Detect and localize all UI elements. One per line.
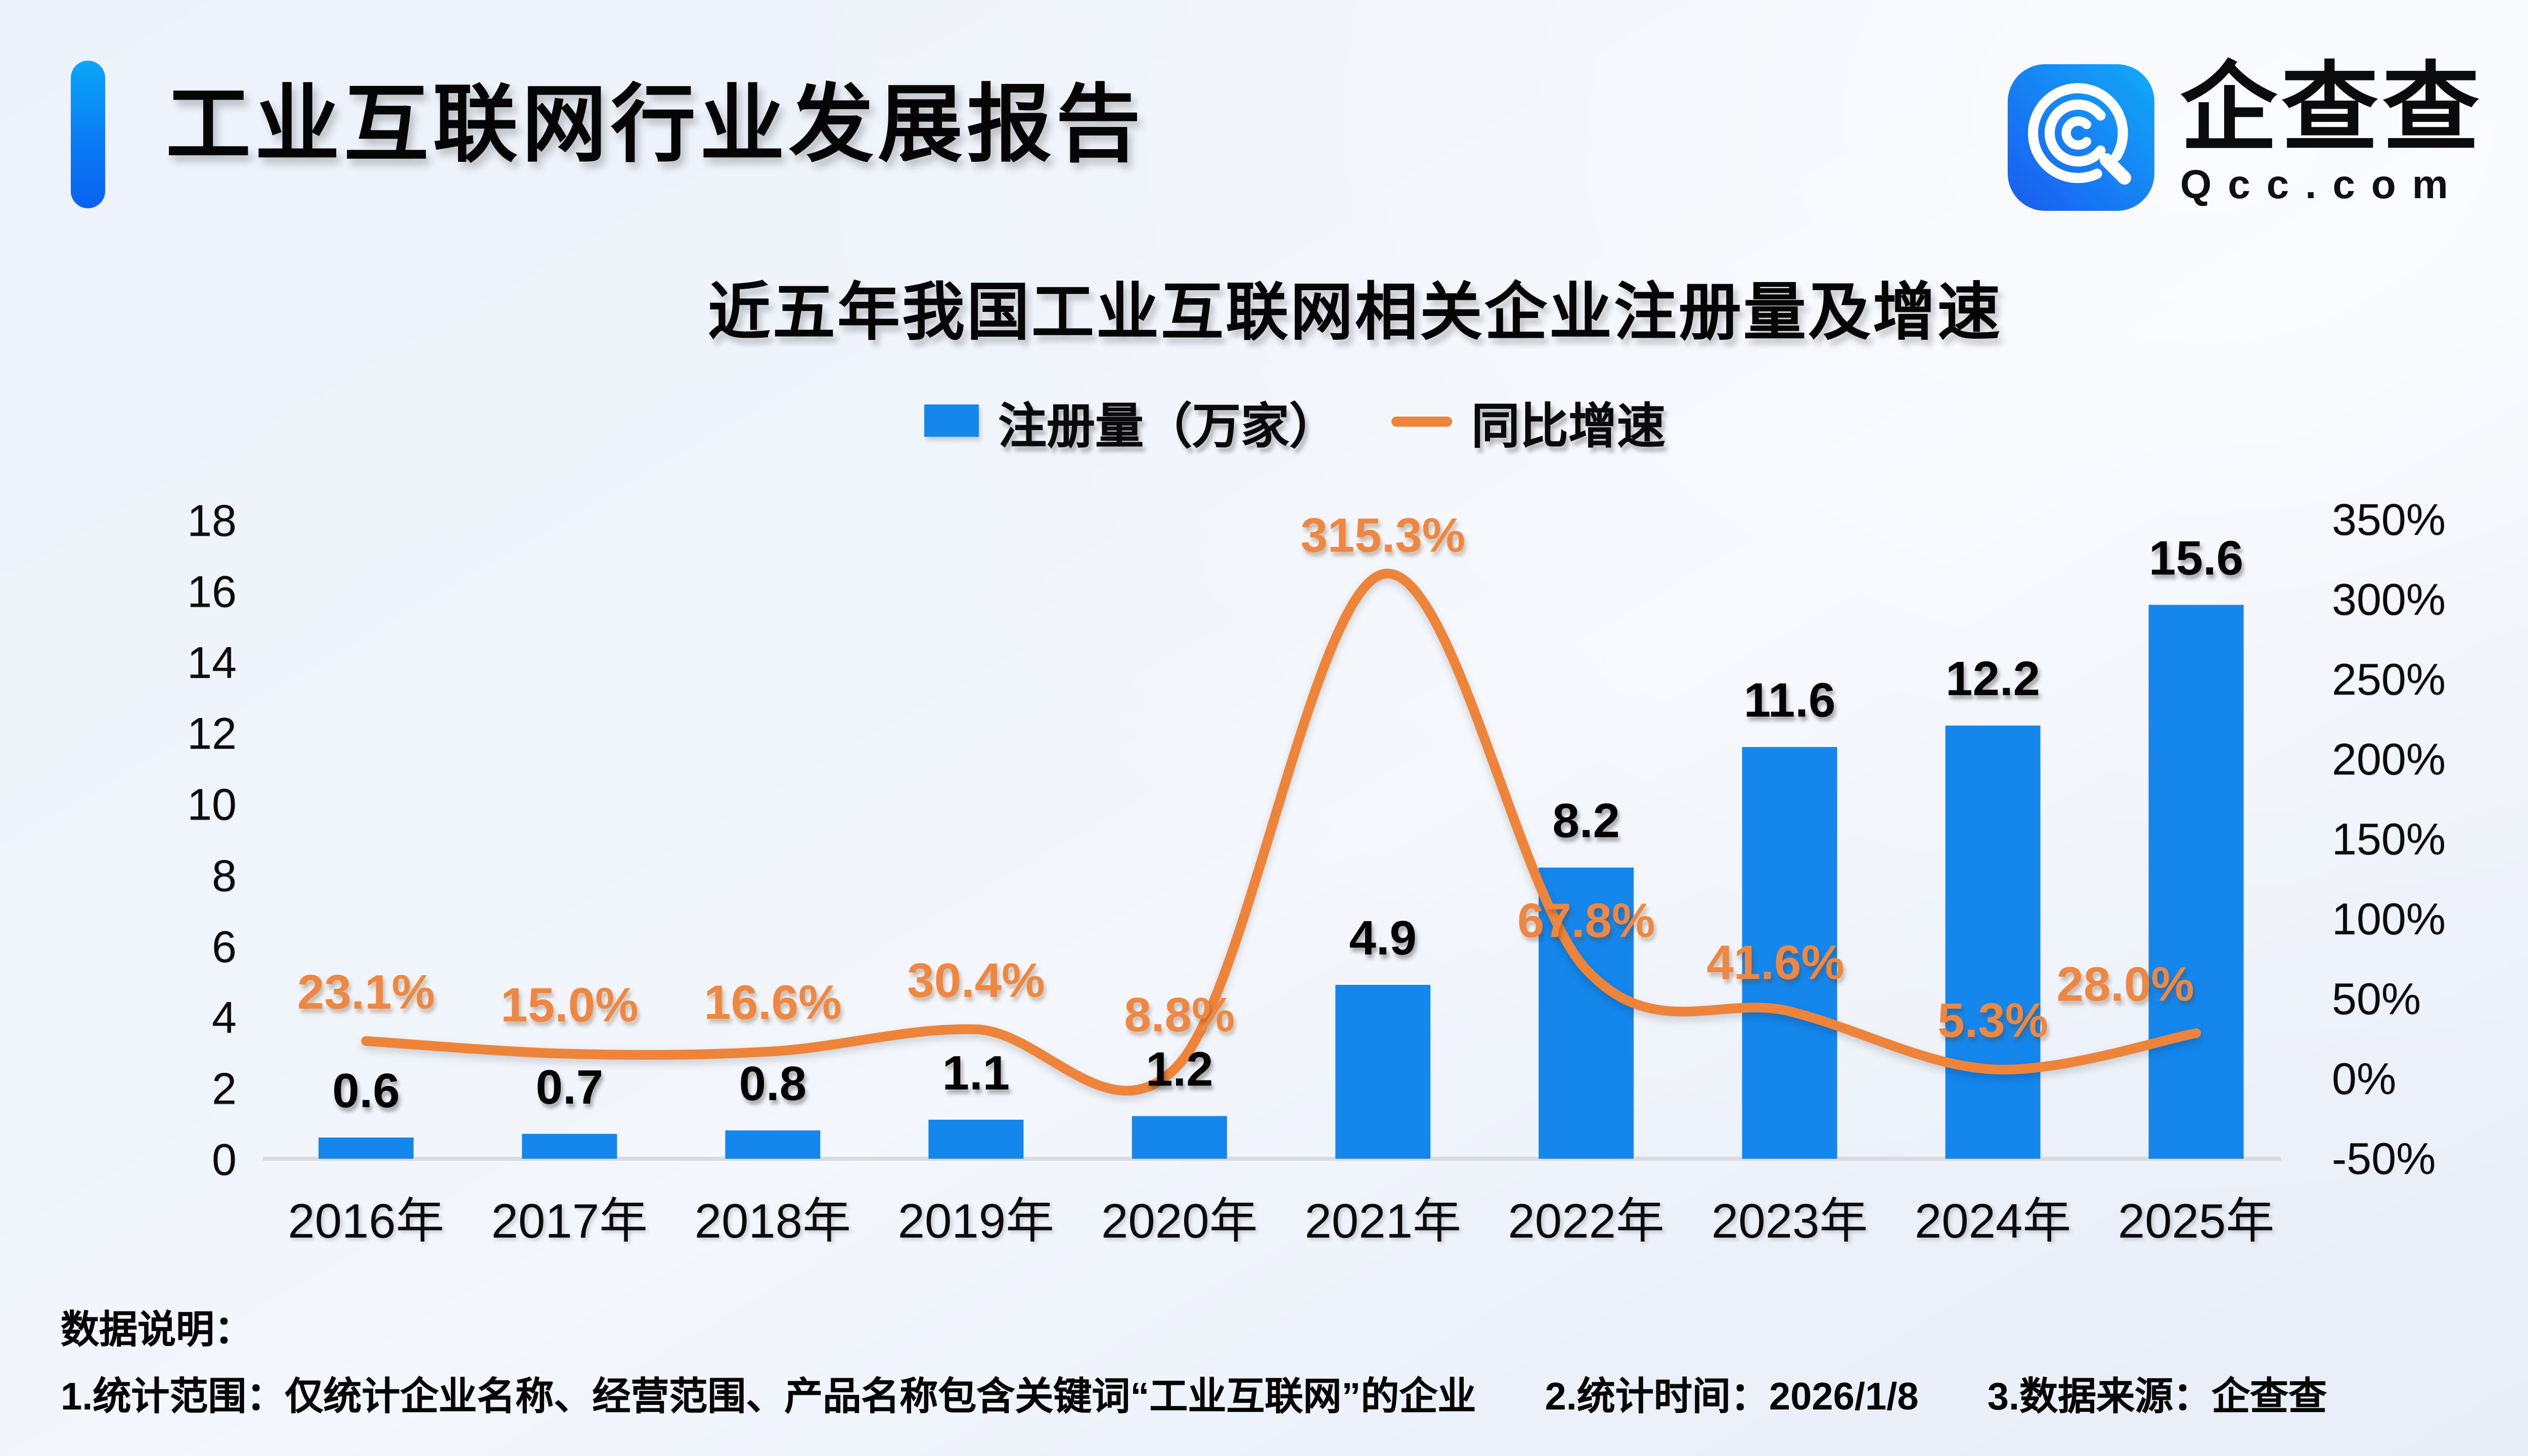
left-axis-tick-10: 10 bbox=[187, 780, 237, 830]
title-accent-bar bbox=[71, 61, 105, 208]
bar-2023年 bbox=[1742, 747, 1837, 1159]
bar-value-label-2018年: 0.8 bbox=[739, 1057, 806, 1111]
left-axis-tick-12: 12 bbox=[187, 708, 237, 758]
footnote-time: 2.统计时间：2026/1/8 bbox=[1545, 1377, 1919, 1420]
growth-value-label-2019年: 30.4% bbox=[907, 953, 1045, 1008]
right-axis-tick-100: 100% bbox=[2332, 894, 2446, 944]
x-axis-label-2018年: 2018年 bbox=[695, 1194, 851, 1248]
right-axis-tick-350: 350% bbox=[2332, 494, 2446, 544]
bar-2017年 bbox=[522, 1133, 617, 1159]
bar-value-label-2017年: 0.7 bbox=[536, 1060, 603, 1114]
growth-value-label-2023年: 41.6% bbox=[1706, 935, 1844, 989]
bar-value-label-2022年: 8.2 bbox=[1552, 794, 1619, 848]
bar-value-label-2021年: 4.9 bbox=[1349, 911, 1416, 965]
bar-value-label-2016年: 0.6 bbox=[332, 1064, 399, 1118]
left-axis-tick-8: 8 bbox=[212, 850, 237, 900]
x-axis-label-2016年: 2016年 bbox=[288, 1194, 444, 1248]
growth-value-label-2024年: 5.3% bbox=[1937, 993, 2048, 1048]
footnote-scope: 1.统计范围：仅统计企业名称、经营范围、产品名称包含关键词“工业互联网”的企业 bbox=[61, 1377, 1476, 1420]
left-axis-tick-6: 6 bbox=[212, 922, 237, 972]
x-axis-label-2022年: 2022年 bbox=[1508, 1194, 1664, 1248]
bar-2018年 bbox=[725, 1130, 821, 1159]
page-title: 工业互联网行业发展报告 bbox=[166, 77, 1145, 172]
chart-legend: 注册量（万家） 同比增速 bbox=[0, 392, 2528, 454]
bar-value-label-2023年: 11.6 bbox=[1744, 673, 1836, 727]
left-axis-tick-0: 0 bbox=[212, 1134, 237, 1185]
qcc-logo-text: 企查查 Qcc.com bbox=[2180, 57, 2484, 208]
bar-2020年 bbox=[1132, 1116, 1227, 1159]
bar-2024年 bbox=[1945, 725, 2041, 1159]
left-axis-tick-16: 16 bbox=[187, 566, 237, 616]
logo-name: 企查查 bbox=[2180, 57, 2484, 164]
footnote-label: 数据说明： bbox=[61, 1310, 253, 1353]
x-axis-label-2019年: 2019年 bbox=[898, 1194, 1055, 1248]
bar-value-label-2019年: 1.1 bbox=[942, 1046, 1010, 1100]
growth-value-label-2017年: 15.0% bbox=[501, 978, 638, 1032]
legend-item-growth: 同比增速 bbox=[1390, 385, 1665, 456]
left-axis-tick-18: 18 bbox=[187, 495, 237, 545]
right-axis-tick-0: 0% bbox=[2332, 1054, 2396, 1104]
bar-value-label-2020年: 1.2 bbox=[1146, 1042, 1213, 1097]
growth-value-label-2021年: 315.3% bbox=[1300, 509, 1465, 563]
left-axis-tick-14: 14 bbox=[187, 638, 237, 688]
growth-value-label-2016年: 23.1% bbox=[297, 965, 435, 1019]
bar-value-label-2024年: 12.2 bbox=[1946, 652, 2040, 706]
right-axis-tick-150: 150% bbox=[2332, 814, 2446, 864]
bar-2025年 bbox=[2148, 605, 2244, 1159]
right-axis-tick-250: 250% bbox=[2332, 654, 2446, 704]
x-axis-label-2023年: 2023年 bbox=[1711, 1194, 1868, 1248]
legend-bar-label: 注册量（万家） bbox=[998, 399, 1338, 454]
x-axis-label-2017年: 2017年 bbox=[491, 1194, 648, 1248]
growth-value-label-2020年: 8.8% bbox=[1124, 988, 1235, 1042]
growth-value-label-2022年: 67.8% bbox=[1517, 894, 1655, 948]
x-axis-label-2025年: 2025年 bbox=[2118, 1194, 2275, 1248]
qcc-logo: 企查查 Qcc.com bbox=[2006, 57, 2484, 214]
bar-2021年 bbox=[1335, 985, 1431, 1159]
x-axis-label-2020年: 2020年 bbox=[1101, 1194, 1258, 1248]
x-axis-label-2021年: 2021年 bbox=[1304, 1194, 1461, 1248]
right-axis-tick-50: 50% bbox=[2332, 974, 2421, 1024]
growth-value-label-2018年: 16.6% bbox=[704, 976, 841, 1030]
left-axis-tick-2: 2 bbox=[212, 1064, 237, 1114]
right-axis-tick--50: -50% bbox=[2332, 1133, 2435, 1184]
legend-line-label: 同比增速 bbox=[1471, 399, 1665, 454]
footnotes: 1.统计范围：仅统计企业名称、经营范围、产品名称包含关键词“工业互联网”的企业 2… bbox=[61, 1367, 2528, 1422]
right-axis-tick-200: 200% bbox=[2332, 734, 2446, 784]
legend-bar-swatch bbox=[923, 404, 978, 437]
right-axis-tick-300: 300% bbox=[2332, 574, 2446, 624]
bar-value-label-2025年: 15.6 bbox=[2149, 531, 2243, 585]
growth-rate-line bbox=[361, 569, 2201, 1096]
x-axis-label-2024年: 2024年 bbox=[1915, 1194, 2071, 1248]
footnote-source: 3.数据来源：企查查 bbox=[1987, 1377, 2327, 1420]
bar-2019年 bbox=[928, 1119, 1024, 1159]
left-axis-tick-4: 4 bbox=[212, 992, 237, 1042]
growth-value-label-2025年: 28.0% bbox=[2056, 958, 2194, 1012]
bar-2016年 bbox=[319, 1138, 414, 1159]
logo-domain: Qcc.com bbox=[2180, 164, 2464, 208]
legend-item-registrations: 注册量（万家） bbox=[923, 385, 1338, 456]
qcc-logo-icon bbox=[2007, 64, 2155, 211]
chart-title: 近五年我国工业互联网相关企业注册量及增速 bbox=[708, 277, 2002, 348]
legend-line-swatch bbox=[1390, 416, 1451, 426]
